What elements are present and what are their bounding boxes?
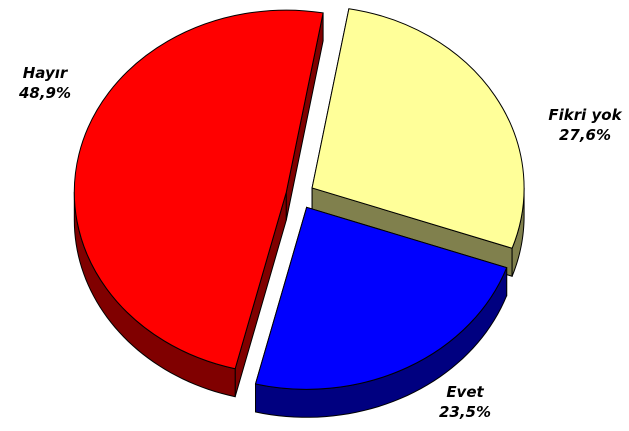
slice-label: Evet 23,5% xyxy=(439,383,491,421)
slice xyxy=(73,9,324,370)
value-label: 23,5% xyxy=(439,403,491,421)
slice xyxy=(254,206,508,390)
sides xyxy=(73,187,525,418)
slice-label: Fikri yok 27,6% xyxy=(548,106,622,144)
slice xyxy=(311,8,525,249)
category-label: Hayır xyxy=(23,64,69,82)
tops xyxy=(73,8,525,390)
slice-label: Hayır 48,9% xyxy=(18,64,71,102)
value-label: 27,6% xyxy=(559,126,611,144)
value-label: 48,9% xyxy=(18,84,71,102)
category-label: Fikri yok xyxy=(548,106,622,124)
category-label: Evet xyxy=(446,383,484,401)
